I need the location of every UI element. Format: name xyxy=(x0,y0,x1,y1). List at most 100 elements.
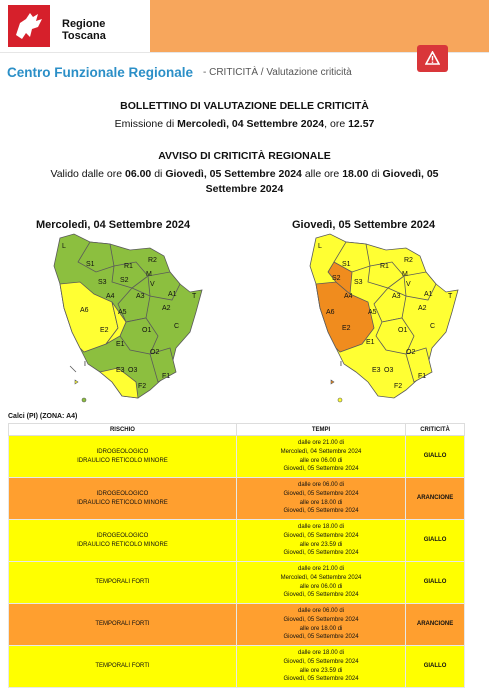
tempi-line: dalle ore 18.00 di xyxy=(298,524,345,531)
table-row: TEMPORALI FORTI dalle ore 18.00 di Giovedì… xyxy=(8,645,465,688)
header-band xyxy=(150,0,489,52)
svg-text:F1: F1 xyxy=(162,373,170,380)
svg-text:A3: A3 xyxy=(136,293,145,300)
svg-text:S3: S3 xyxy=(98,279,107,286)
logo-area[interactable]: Regione Toscana xyxy=(0,0,150,52)
valid-from-time: 06.00 xyxy=(125,168,152,180)
tempi-cell: dalle ore 18.00 di Giovedì, 05 Settembre … xyxy=(235,519,407,562)
valid-to-time: 18.00 xyxy=(342,168,369,180)
svg-text:A5: A5 xyxy=(368,309,377,316)
table-row: IDROGEOLOGICO IDRAULICO RETICOLO MINORE da… xyxy=(8,477,465,520)
avviso-heading: AVVISO DI CRITICITÀ REGIONALE xyxy=(158,150,331,162)
svg-text:O2: O2 xyxy=(406,349,415,356)
criticita-cell: GIALLO xyxy=(405,519,465,562)
svg-text:I: I xyxy=(84,361,86,368)
svg-text:E3: E3 xyxy=(116,367,125,374)
tempi-line: dalle ore 06.00 di xyxy=(298,608,345,615)
tempi-line: alle ore 18.00 di xyxy=(299,625,343,632)
svg-text:O1: O1 xyxy=(398,327,407,334)
valid-di-1: di xyxy=(154,168,163,180)
svg-text:O3: O3 xyxy=(128,367,137,374)
table-row: IDROGEOLOGICO IDRAULICO RETICOLO MINORE da… xyxy=(8,519,465,562)
tempi-line: Giovedì, 05 Settembre 2024 xyxy=(283,592,359,599)
svg-text:M: M xyxy=(146,271,152,278)
rischio-line-2: IDRAULICO RETICOLO MINORE xyxy=(77,457,168,464)
svg-text:A5: A5 xyxy=(118,309,127,316)
right-map[interactable]: L S1 R2 R1 M S2 S3 V A4 A3 A1 T A6 A5 A2 E2 O1 C E1 O… xyxy=(296,232,466,404)
page-title: Centro Funzionale Regionale xyxy=(7,65,194,80)
svg-text:A1: A1 xyxy=(168,291,177,298)
rischio-cell: IDROGEOLOGICO IDRAULICO RETICOLO MINORE xyxy=(8,477,237,520)
tempi-line: Giovedì, 05 Settembre 2024 xyxy=(283,550,359,557)
valid-to-date-b: Settembre 2024 xyxy=(205,183,284,195)
left-map[interactable]: L S1 R2 R1 M S2 S3 V A4 A3 A1 T A6 A5 A2 E2 O1 C E1 O… xyxy=(40,232,210,404)
svg-text:S1: S1 xyxy=(342,261,351,268)
svg-text:F2: F2 xyxy=(394,383,402,390)
tempi-line: alle ore 06.00 di xyxy=(299,457,343,464)
svg-text:C: C xyxy=(430,323,435,330)
emission-time: 12.57 xyxy=(348,118,375,130)
criticita-cell: GIALLO xyxy=(405,435,465,478)
svg-text:A6: A6 xyxy=(326,309,335,316)
rischio-line-1: IDROGEOLOGICO xyxy=(96,532,149,539)
valid-di-2: di xyxy=(371,168,380,180)
svg-text:C: C xyxy=(174,323,179,330)
rischio-cell: TEMPORALI FORTI xyxy=(8,603,237,646)
emission-time-prefix: , ore xyxy=(324,118,346,130)
svg-text:A6: A6 xyxy=(80,307,89,314)
tempi-line: dalle ore 21.00 di xyxy=(298,440,345,447)
org-name: Regione Toscana xyxy=(62,18,106,42)
tempi-line: alle ore 06.00 di xyxy=(299,583,343,590)
tempi-line: dalle ore 18.00 di xyxy=(298,650,345,657)
tempi-cell: dalle ore 06.00 di Giovedì, 05 Settembre … xyxy=(235,603,407,646)
tempi-line: alle ore 23.59 di xyxy=(299,541,343,548)
table-row: TEMPORALI FORTI dalle ore 21.00 di Mercole… xyxy=(8,561,465,604)
alert-button[interactable] xyxy=(417,45,448,72)
tempi-cell: dalle ore 21.00 di Mercoledì, 04 Settembr… xyxy=(235,561,407,604)
svg-text:R2: R2 xyxy=(148,257,157,264)
svg-text:A4: A4 xyxy=(344,293,353,300)
svg-text:R1: R1 xyxy=(380,263,389,270)
svg-text:R1: R1 xyxy=(124,263,133,270)
tempi-line: Giovedì, 05 Settembre 2024 xyxy=(283,676,359,683)
svg-text:L: L xyxy=(62,243,66,250)
tempi-cell: dalle ore 21.00 di Mercoledì, 04 Settembr… xyxy=(235,435,407,478)
right-map-title: Giovedì, 05 Settembre 2024 xyxy=(292,219,436,231)
svg-text:F2: F2 xyxy=(138,383,146,390)
rischio-line-2: IDRAULICO RETICOLO MINORE xyxy=(77,541,168,548)
rischio-line-2: IDRAULICO RETICOLO MINORE xyxy=(77,499,168,506)
tempi-cell: dalle ore 06.00 di Giovedì, 05 Settembre … xyxy=(235,477,407,520)
header-criticita: CRITICITÀ xyxy=(405,423,465,436)
rischio-cell: TEMPORALI FORTI xyxy=(8,645,237,688)
pegasus-logo-icon xyxy=(8,5,50,47)
bulletin-heading: BOLLETTINO DI VALUTAZIONE DELLE CRITICIT… xyxy=(120,100,369,112)
svg-text:A2: A2 xyxy=(162,305,171,312)
svg-text:E3: E3 xyxy=(372,367,381,374)
tempi-line: Giovedì, 05 Settembre 2024 xyxy=(283,466,359,473)
top-header: Regione Toscana xyxy=(0,0,489,53)
svg-text:M: M xyxy=(402,271,408,278)
zone-title: Calci (PI) (ZONA: A4) xyxy=(8,413,78,420)
criticita-cell: GIALLO xyxy=(405,561,465,604)
table-header-row: RISCHIO TEMPI CRITICITÀ xyxy=(8,423,465,436)
tempi-line: Giovedì, 05 Settembre 2024 xyxy=(283,634,359,641)
svg-text:A2: A2 xyxy=(418,305,427,312)
tempi-line: alle ore 23.59 di xyxy=(299,667,343,674)
svg-text:O3: O3 xyxy=(384,367,393,374)
tempi-line: Mercoledì, 04 Settembre 2024 xyxy=(280,574,362,581)
emission-date: Mercoledì, 04 Settembre 2024 xyxy=(177,118,325,130)
tempi-line: Giovedì, 05 Settembre 2024 xyxy=(283,658,359,665)
criticita-cell: GIALLO xyxy=(405,645,465,688)
valid-to-date-a: Giovedì, 05 xyxy=(382,168,439,180)
warning-triangle-icon xyxy=(425,51,440,65)
svg-text:R2: R2 xyxy=(404,257,413,264)
svg-text:E1: E1 xyxy=(116,341,125,348)
header-rischio: RISCHIO xyxy=(8,423,237,436)
svg-text:F1: F1 xyxy=(418,373,426,380)
svg-text:S2: S2 xyxy=(332,275,341,282)
tempi-line: Giovedì, 05 Settembre 2024 xyxy=(283,532,359,539)
rischio-line-1: IDROGEOLOGICO xyxy=(96,448,149,455)
svg-text:S3: S3 xyxy=(354,279,363,286)
tempi-line: dalle ore 06.00 di xyxy=(298,482,345,489)
svg-text:I: I xyxy=(340,361,342,368)
